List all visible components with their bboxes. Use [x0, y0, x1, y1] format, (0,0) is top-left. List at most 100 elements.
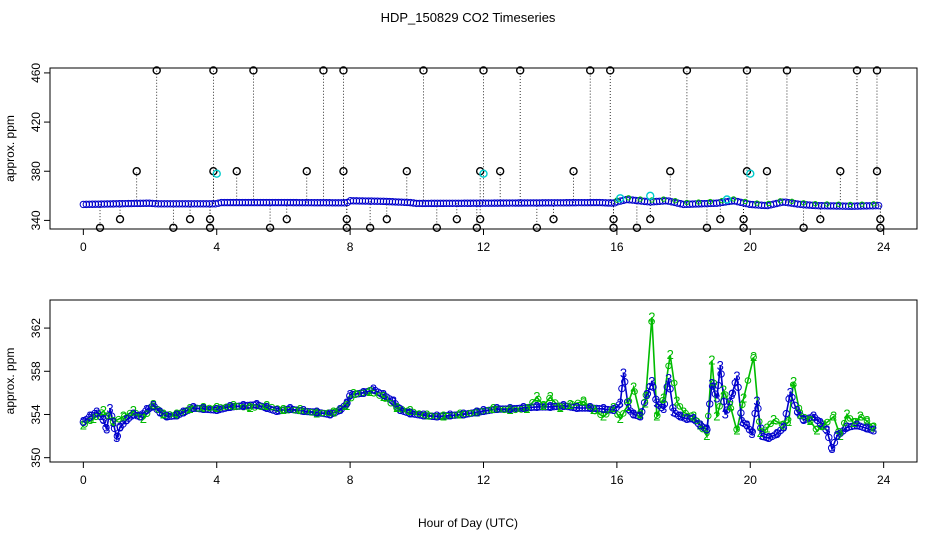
series-green-circle: [625, 397, 633, 405]
blue-glyph: 3: [313, 404, 320, 419]
series-green-circle: [381, 395, 389, 402]
spike-point: [95, 223, 105, 232]
series-circle: [416, 411, 425, 419]
green-glyph: 2: [708, 352, 715, 367]
green-glyph: 2: [610, 400, 617, 415]
series-green-circle: [177, 409, 185, 417]
green-glyph: 2: [473, 404, 480, 419]
blue-glyph: 3: [738, 414, 745, 429]
blue-glyph: 3: [163, 409, 170, 424]
series-circle: [484, 406, 493, 415]
blue-glyph: 3: [80, 414, 87, 429]
blue-glyph: 3: [833, 428, 840, 443]
green-glyph: 2: [407, 403, 414, 418]
series-circle: [467, 409, 476, 417]
green-glyph: 2: [660, 390, 667, 405]
blue-glyph: 3: [610, 402, 617, 417]
y-tick-label: 354: [29, 404, 43, 424]
baseline-green-point: [625, 195, 632, 201]
blue-glyph: 3: [643, 387, 650, 402]
blue-glyph: 3: [773, 426, 780, 441]
series-green-circle: [806, 417, 814, 425]
series-circle: [235, 402, 243, 410]
series-green-circle: [852, 417, 859, 425]
blue-glyph: 3: [670, 404, 677, 419]
series-circle: [725, 398, 734, 406]
series-green-circle: [772, 418, 780, 425]
series-green-circle: [342, 403, 349, 410]
series-circle: [518, 404, 527, 412]
series-circle: [90, 409, 99, 418]
blue-glyph: 3: [573, 400, 580, 415]
spike-point: [609, 223, 618, 232]
series-green-circle: [81, 421, 88, 428]
series-green-circle: [721, 391, 729, 398]
series-circle: [473, 408, 482, 416]
series-circle: [581, 404, 589, 412]
blue-glyph: 3: [433, 409, 440, 424]
series-green-circle: [121, 412, 128, 420]
blue-glyph: 3: [758, 428, 765, 443]
blue-glyph: 3: [106, 401, 113, 416]
series-circle: [830, 438, 839, 447]
green-glyph: 2: [186, 401, 193, 416]
green-glyph: 2: [313, 405, 320, 420]
green-glyph: 2: [837, 428, 844, 443]
green-glyph: 2: [830, 409, 837, 424]
green-glyph: 2: [617, 411, 624, 426]
blue-glyph: 3: [110, 415, 117, 430]
spike-point: [702, 223, 712, 232]
spike-point: [515, 66, 525, 75]
series-green-circle: [534, 395, 542, 403]
green-glyph: 2: [850, 415, 857, 430]
green-glyph: 2: [780, 417, 787, 432]
series-green-circle: [841, 419, 848, 427]
blue-glyph: 3: [853, 417, 860, 432]
series-green-circle: [858, 413, 865, 421]
series-circle: [660, 400, 669, 408]
series-green-circle: [602, 411, 610, 418]
spike-point: [339, 66, 348, 75]
series-green-circle: [846, 415, 854, 422]
y-tick-label: 420: [29, 112, 43, 132]
figure-title: HDP_150829 CO2 Timeseries: [381, 10, 556, 25]
series-green-circle: [744, 377, 752, 384]
series-circle: [578, 404, 586, 412]
green-glyph: 2: [120, 409, 127, 424]
blue-glyph: 3: [100, 412, 107, 427]
green-glyph: 2: [630, 379, 637, 394]
green-glyph: 2: [757, 425, 764, 440]
series-circle: [238, 402, 246, 410]
spike-point: [876, 214, 885, 224]
spike-point: [632, 223, 642, 232]
series-green-circle: [716, 402, 723, 410]
green-glyph: 2: [213, 400, 220, 415]
series-circle: [113, 432, 122, 440]
series-circle: [323, 410, 331, 418]
baseline-green-point: [707, 198, 713, 205]
series-circle: [161, 412, 170, 420]
series-circle: [535, 403, 544, 411]
series-circle: [348, 390, 357, 399]
blue-glyph: 3: [390, 394, 397, 409]
green-glyph: 2: [540, 398, 547, 413]
blue-glyph: 3: [136, 409, 143, 424]
blue-glyph: 3: [793, 403, 800, 418]
blue-glyph: 3: [397, 402, 404, 417]
blue-glyph: 3: [690, 411, 697, 426]
series-green-circle: [818, 423, 825, 431]
series-circle: [708, 382, 717, 390]
spike-point: [205, 214, 215, 224]
green-glyph: 2: [637, 406, 644, 421]
green-glyph: 2: [750, 349, 757, 364]
blue-glyph: 3: [823, 423, 830, 438]
blue-glyph: 3: [346, 387, 353, 402]
baseline-green-point: [800, 200, 807, 206]
blue-glyph: 3: [648, 374, 655, 389]
green-glyph: 2: [110, 414, 117, 429]
blue-glyph: 3: [800, 412, 807, 427]
spike-point: [185, 214, 195, 224]
series-circle: [589, 404, 598, 412]
series-green-circle: [523, 405, 531, 413]
baseline-green-point: [870, 201, 877, 207]
